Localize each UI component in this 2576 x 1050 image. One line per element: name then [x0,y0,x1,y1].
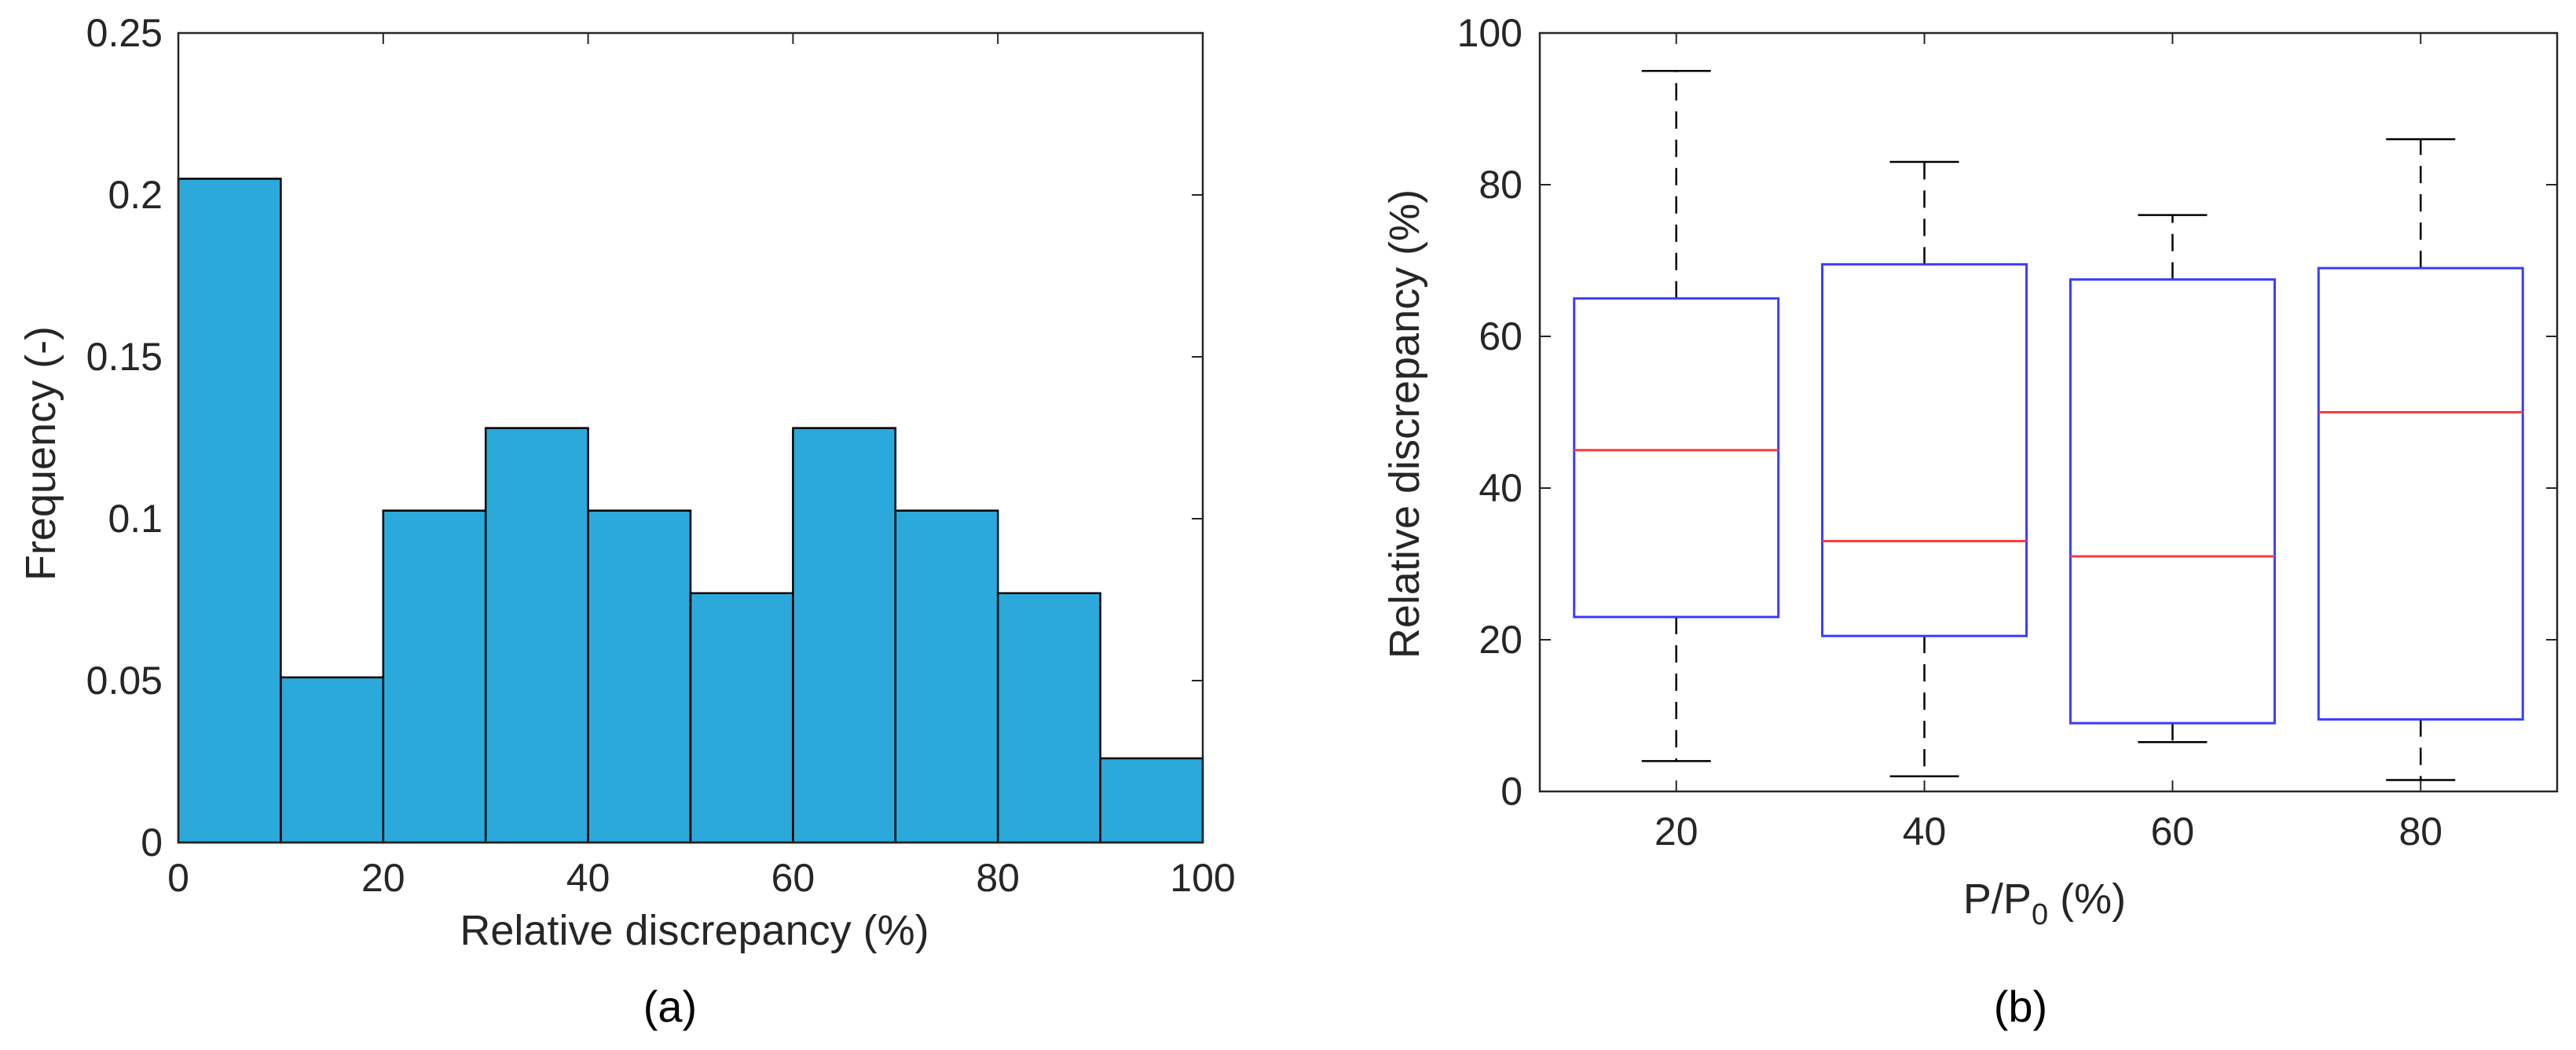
histogram-x-axis-label: Relative discrepancy (%) [460,907,929,954]
box-plot-box-group [2068,214,2276,743]
histogram-chart: 0 20 40 60 80 100 0 0.05 0.1 0.15 0.2 0.25 Relative… [17,11,1236,1031]
histogram-bar [484,427,589,844]
histogram-bar [894,509,999,844]
interquartile-box [2317,266,2524,721]
box-plot-ticks: 0 20 40 60 80 100 20 40 60 80 [1457,11,2557,854]
histogram-bar [1099,757,1204,844]
histogram-axes-frame [177,31,1204,844]
y-tick-label: 0.15 [86,335,163,379]
histogram-bar [587,509,692,844]
histogram-bar [996,592,1101,844]
y-tick-label: 20 [1479,618,1523,662]
interquartile-box [1821,262,2028,637]
x-tick-label: 80 [2398,810,2442,854]
x-label-subscript: 0 [2032,898,2048,931]
y-tick-label: 60 [1479,314,1523,358]
box-plot-box-group [2317,138,2524,781]
y-tick-label: 0 [1501,769,1523,813]
box-plot-x-axis-label: P/P0 (%) [1963,876,2126,931]
interquartile-box [1573,297,1780,619]
panel-label-b: (b) [1994,982,2047,1031]
x-tick-label: 20 [1654,810,1698,854]
y-tick-label: 0.25 [86,11,163,55]
y-tick-label: 0 [141,821,163,865]
histogram-bars [177,178,1204,844]
x-tick-label: 60 [771,856,815,900]
interquartile-box [2068,278,2276,725]
histogram-bar [792,427,897,844]
histogram-bar [177,178,282,844]
y-tick-label: 0.1 [108,497,163,541]
y-tick-label: 0.2 [108,173,163,217]
x-tick-label: 20 [361,856,405,900]
box-plot-y-axis-label: Relative discrepancy (%) [1381,189,1428,659]
y-tick-label: 0.05 [86,659,163,703]
histogram-ticks: 0 20 40 60 80 100 0 0.05 0.1 0.15 0.2 0.25 [86,11,1236,900]
x-label-tail: (%) [2048,876,2126,923]
x-tick-label: 100 [1170,856,1235,900]
y-tick-label: 80 [1479,163,1523,207]
histogram-bar [382,509,487,844]
x-tick-label: 40 [566,856,610,900]
x-label-main: P/P [1963,876,2032,923]
y-tick-label: 100 [1457,11,1523,55]
box-plot-box-group [1821,160,2028,777]
panel-label-a: (a) [643,982,697,1031]
x-tick-label: 80 [976,856,1020,900]
box-plot-boxes [1573,70,2524,781]
x-tick-label: 40 [1903,810,1947,854]
histogram-bar [280,676,385,844]
histogram-y-axis-label: Frequency (-) [17,326,64,581]
x-tick-label: 0 [167,856,189,900]
histogram-bar [689,592,794,844]
y-tick-label: 40 [1479,466,1523,510]
box-plot-box-group [1573,70,1780,762]
box-plot-axes-frame [1538,31,2559,793]
x-tick-label: 60 [2151,810,2195,854]
